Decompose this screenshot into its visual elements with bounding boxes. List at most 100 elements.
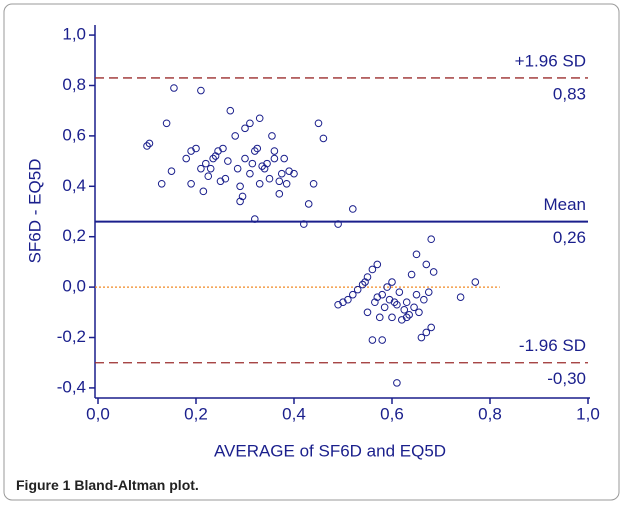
point — [393, 300, 401, 309]
point — [402, 313, 411, 322]
reference-label: +1.96 SD — [515, 51, 586, 70]
point — [167, 167, 176, 175]
caption-label: Figure 1 Bland-Altman plot. — [16, 477, 199, 493]
point — [422, 328, 431, 337]
y-tick-label: 0,8 — [62, 75, 86, 94]
point — [429, 268, 438, 276]
x-tick-label: 0,8 — [478, 404, 502, 423]
y-tick-label: 0,0 — [62, 277, 86, 296]
point — [197, 86, 205, 95]
y-tick-label: -0,4 — [57, 377, 86, 396]
point — [170, 84, 178, 92]
point — [334, 220, 342, 228]
reference-label: -1.96 SD — [519, 336, 586, 355]
point — [246, 169, 254, 178]
point — [471, 278, 480, 286]
point — [363, 273, 372, 281]
point — [255, 179, 264, 188]
point — [145, 139, 154, 148]
point — [253, 144, 262, 153]
point — [390, 298, 399, 307]
point — [199, 187, 208, 196]
point — [231, 132, 239, 140]
reference-value-label: -0,30 — [547, 369, 586, 388]
point — [270, 154, 279, 163]
point — [415, 308, 423, 317]
point — [221, 174, 230, 183]
point — [162, 119, 171, 128]
point — [277, 169, 286, 178]
point — [236, 182, 244, 191]
x-tick-label: 0,6 — [380, 404, 404, 423]
point — [209, 154, 217, 163]
point — [238, 192, 247, 201]
point — [248, 159, 257, 168]
y-tick-label: -0,2 — [57, 327, 86, 346]
point — [412, 250, 421, 259]
point — [300, 220, 308, 228]
point — [388, 278, 396, 286]
reference-value-label: 0,26 — [553, 228, 586, 247]
point — [224, 157, 232, 165]
point — [402, 298, 411, 307]
point — [270, 147, 279, 155]
point — [319, 134, 328, 143]
y-tick-label: 0,6 — [62, 125, 86, 144]
point — [393, 379, 401, 387]
point — [378, 336, 387, 344]
point — [157, 179, 166, 188]
point — [314, 119, 323, 128]
point — [349, 290, 357, 299]
point — [192, 144, 200, 153]
reference-label: Mean — [543, 195, 586, 214]
point — [427, 235, 436, 244]
point — [226, 106, 235, 115]
point — [363, 308, 372, 317]
point — [202, 159, 210, 168]
point — [206, 164, 215, 173]
point — [375, 313, 384, 322]
point — [420, 295, 428, 304]
point — [268, 132, 276, 140]
point — [424, 288, 433, 296]
point — [456, 293, 465, 301]
point — [417, 333, 426, 342]
point — [251, 215, 259, 223]
caption-number: Figure 1 — [16, 477, 71, 493]
y-tick-label: 0,4 — [62, 176, 86, 195]
point — [265, 174, 274, 183]
x-tick-label: 0,4 — [282, 404, 306, 423]
point — [383, 283, 391, 291]
point — [358, 280, 367, 289]
point — [373, 260, 382, 269]
point — [344, 295, 352, 304]
point — [380, 303, 389, 312]
point — [368, 265, 377, 274]
point — [304, 200, 313, 208]
point — [410, 303, 418, 312]
reference-value-label: 0,83 — [553, 84, 586, 103]
point — [182, 154, 190, 163]
point — [388, 313, 396, 322]
point — [349, 205, 357, 213]
point — [275, 190, 284, 198]
point — [263, 159, 271, 168]
point — [187, 179, 195, 188]
y-tick-label: 0,2 — [62, 226, 86, 245]
point — [204, 172, 213, 181]
point — [197, 164, 205, 173]
point — [255, 114, 264, 123]
x-tick-label: 0,0 — [86, 404, 110, 423]
point — [143, 142, 151, 150]
point — [309, 179, 318, 188]
point — [219, 144, 227, 153]
point — [395, 288, 404, 296]
point — [378, 290, 387, 299]
y-tick-label: 1,0 — [62, 25, 86, 44]
point — [290, 169, 298, 178]
point — [233, 164, 242, 173]
x-tick-label: 0,2 — [184, 404, 208, 423]
point — [427, 323, 436, 332]
